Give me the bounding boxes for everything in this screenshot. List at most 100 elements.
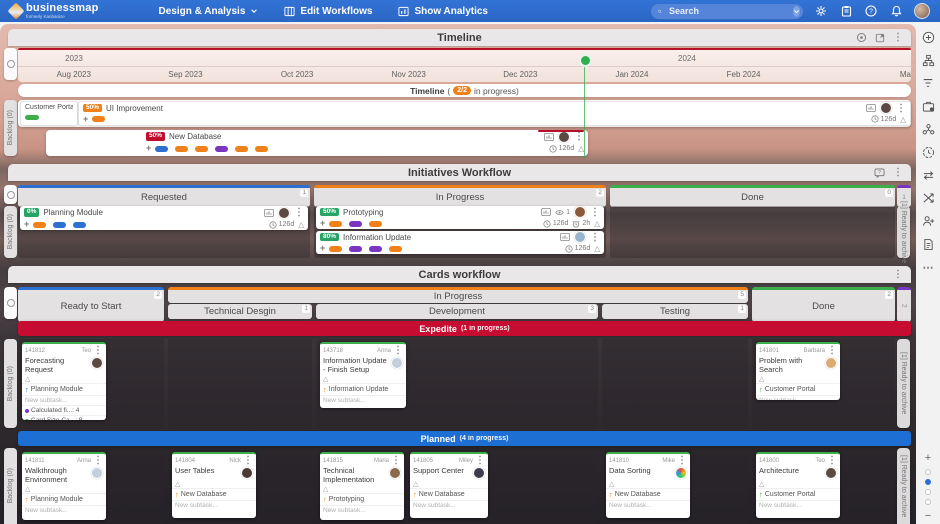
timeline-card-new-database[interactable]: 50% New Database ⋮ + 126d △: [46, 130, 588, 156]
card-menu-icon[interactable]: ⋮: [93, 345, 103, 356]
assignee-avatar[interactable]: [278, 206, 290, 219]
add-child-icon[interactable]: +: [83, 113, 89, 124]
child-pill[interactable]: [369, 245, 383, 252]
child-pill[interactable]: [92, 116, 106, 122]
filter-icon[interactable]: [921, 76, 935, 90]
initiatives-menu-icon[interactable]: ⋮: [893, 167, 903, 178]
card-menu-icon[interactable]: ⋮: [475, 455, 485, 466]
child-pill[interactable]: [329, 245, 343, 252]
card-menu-icon[interactable]: ⋮: [243, 455, 253, 466]
child-pill[interactable]: [175, 145, 189, 152]
help-button[interactable]: ?: [864, 4, 878, 18]
new-subtask-field[interactable]: New subtask...: [756, 395, 840, 400]
parent-card-link[interactable]: Prototyping: [328, 496, 365, 504]
column-in-progress-initiatives[interactable]: In Progress 2: [314, 185, 606, 207]
nav-board-selector[interactable]: Design & Analysis: [159, 6, 259, 17]
swap-icon[interactable]: [921, 168, 935, 182]
initiative-card-planning-module[interactable]: 0% Planning Module ⋮ + 126d △: [20, 206, 308, 230]
initiatives-backlog-lane-label[interactable]: Backlog (0): [4, 206, 17, 258]
new-subtask-field[interactable]: New subtask...: [22, 505, 106, 515]
child-pill[interactable]: [349, 220, 363, 227]
chart-icon[interactable]: [541, 208, 551, 216]
team-icon[interactable]: [921, 122, 935, 136]
initiatives-section-header[interactable]: Initiatives Workflow ? ⋮: [8, 164, 911, 181]
assignee-avatar[interactable]: [389, 467, 401, 479]
assignee-avatar[interactable]: [880, 102, 892, 114]
column-done-initiatives[interactable]: Done 0: [610, 185, 895, 207]
zoom-out-button[interactable]: −: [924, 510, 932, 522]
cards-rail-toggle[interactable]: [4, 287, 17, 319]
workspace-icon[interactable]: [921, 99, 935, 113]
card-menu-icon[interactable]: ⋮: [677, 455, 687, 466]
timeline-calendar-header[interactable]: 2023 2024 Aug 2023 Sep 2023 Oct 2023 Nov…: [18, 48, 911, 82]
add-child-icon[interactable]: +: [24, 219, 30, 229]
zoom-in-button[interactable]: +: [924, 452, 932, 464]
column-ready-to-archive-initiatives[interactable]: 1: [897, 185, 911, 207]
child-pill[interactable]: [25, 115, 39, 120]
chart-icon[interactable]: [264, 208, 274, 217]
assignee-avatar[interactable]: [91, 357, 103, 369]
nav-edit-workflows[interactable]: Edit Workflows: [284, 6, 372, 17]
timeline-rail-toggle[interactable]: [4, 48, 17, 80]
cards-section-header[interactable]: Cards workflow ⋮: [8, 266, 911, 283]
new-subtask-field[interactable]: New subtask...: [320, 395, 406, 405]
card-141811[interactable]: 141811 Anna ⋮ Walkthrough Environment △ ↑ P…: [22, 452, 106, 520]
card-141801[interactable]: 141801 Barbara ⋮ Problem with Search △ ↑ Cu…: [756, 342, 840, 400]
settings-button[interactable]: [814, 4, 828, 18]
card-menu-icon[interactable]: ⋮: [827, 345, 837, 356]
swimlane-planned[interactable]: Planned (4 in progress): [18, 431, 911, 446]
card-menu-icon[interactable]: ⋮: [896, 102, 906, 114]
planned-backlog-label[interactable]: Backlog (0): [4, 448, 17, 524]
assignee-avatar[interactable]: [574, 231, 586, 243]
card-menu-icon[interactable]: ⋮: [574, 131, 584, 142]
child-pill[interactable]: [73, 221, 87, 228]
more-icon[interactable]: ⋯: [922, 261, 934, 274]
chart-icon[interactable]: [560, 233, 570, 241]
assignee-avatar[interactable]: [675, 467, 687, 479]
column-done[interactable]: Done 2: [752, 287, 895, 322]
card-141810[interactable]: 141810 Mike ⋮ Data Sorting △ ↑ New Database…: [606, 452, 690, 518]
parent-card-link[interactable]: Information Update: [328, 386, 389, 394]
search-bar[interactable]: [651, 3, 803, 19]
notifications-button[interactable]: [889, 4, 903, 18]
parent-card-link[interactable]: Customer Portal: [764, 491, 816, 498]
zoom-slider[interactable]: [925, 469, 931, 505]
child-pill[interactable]: [195, 145, 209, 152]
new-subtask-field[interactable]: New subtask...: [756, 500, 840, 510]
add-child-icon[interactable]: +: [320, 218, 326, 228]
zoom-level-dot[interactable]: [925, 489, 931, 495]
card-menu-icon[interactable]: ⋮: [391, 455, 401, 466]
child-pill[interactable]: [389, 245, 403, 252]
parent-card-link[interactable]: Planning Module: [30, 386, 83, 394]
timeline-card-customer-portal[interactable]: Customer Portal: [20, 101, 78, 126]
new-subtask-field[interactable]: New subtask...: [606, 500, 690, 510]
parent-card-link[interactable]: Planning Module: [30, 496, 83, 504]
card-menu-icon[interactable]: ⋮: [393, 345, 403, 356]
assignee-avatar[interactable]: [825, 467, 837, 479]
card-141804[interactable]: 141804 Nick ⋮ User Tables △ ↑ New Database …: [172, 452, 256, 518]
add-child-icon[interactable]: +: [320, 243, 326, 253]
chart-icon[interactable]: [866, 104, 876, 112]
hierarchy-icon[interactable]: [921, 53, 935, 67]
ready-to-archive-strip-initiatives[interactable]: [1] Ready to archive: [897, 201, 910, 263]
zoom-level-dot[interactable]: [925, 499, 931, 505]
timeline-summary-row[interactable]: Timeline ( 2/2 in progress): [18, 84, 911, 97]
parent-card-link[interactable]: Customer Portal: [764, 386, 816, 394]
ready-to-archive-strip[interactable]: [1] Ready to archive: [897, 339, 910, 428]
column-ready-to-start[interactable]: Ready to Start 2: [18, 287, 164, 322]
new-subtask-field[interactable]: New subtask...: [410, 500, 488, 510]
assignee-avatar[interactable]: [558, 130, 570, 143]
card-143718[interactable]: 143718 Anna ⋮ Information Update - Finish …: [320, 342, 406, 408]
column-in-progress[interactable]: In Progress 5: [168, 287, 748, 303]
column-testing[interactable]: Testing 1: [602, 304, 748, 319]
timeline-backlog-lane-label[interactable]: Backlog (0): [4, 100, 17, 156]
cycle-time-icon[interactable]: [921, 145, 935, 159]
column-requested[interactable]: Requested 1: [18, 185, 310, 207]
assignee-avatar[interactable]: [825, 357, 837, 369]
card-141815[interactable]: 141815 Maria ⋮ Technical Implementation △ …: [320, 452, 404, 520]
swimlane-expedite[interactable]: Expedite (1 in progress): [18, 321, 911, 336]
column-development[interactable]: Development 3: [316, 304, 598, 319]
card-menu-icon[interactable]: ⋮: [827, 455, 837, 466]
user-avatar[interactable]: [914, 3, 930, 19]
focus-icon[interactable]: [856, 32, 867, 43]
